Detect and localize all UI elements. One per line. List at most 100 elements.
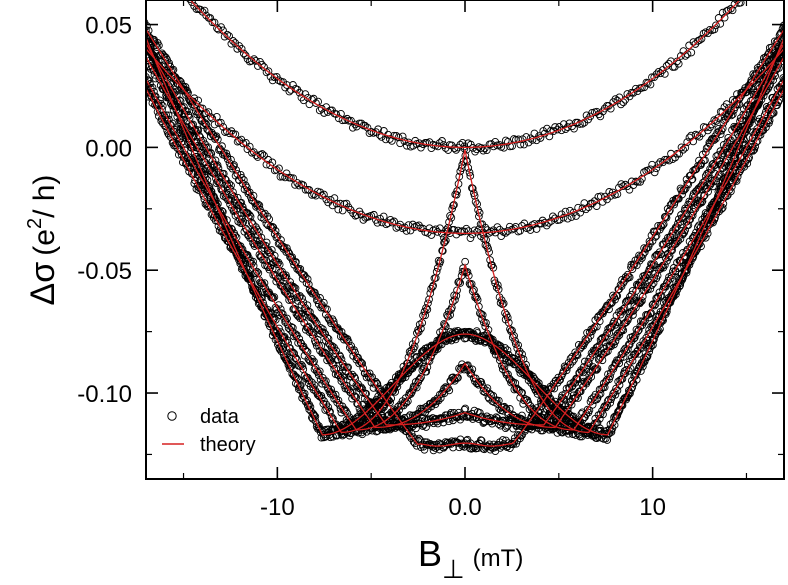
data-point — [274, 76, 283, 85]
data-point — [241, 224, 250, 233]
data-point — [607, 369, 615, 377]
data-point — [271, 272, 280, 280]
data-point — [639, 318, 648, 327]
data-point — [211, 200, 220, 208]
data-point — [289, 81, 297, 89]
data-point — [569, 430, 577, 439]
data-point — [295, 88, 304, 97]
data-point — [204, 203, 213, 211]
data-point — [318, 303, 327, 312]
data-point — [284, 247, 292, 256]
data-point — [606, 372, 614, 381]
data-point — [228, 203, 236, 212]
data-point — [722, 100, 731, 108]
data-point — [727, 182, 736, 191]
data-point — [425, 295, 433, 304]
data-point — [239, 139, 248, 148]
data-point — [596, 410, 605, 419]
data-point — [695, 36, 704, 44]
data-point — [586, 112, 595, 121]
data-point — [191, 101, 199, 110]
data-point — [456, 140, 465, 149]
data-point — [717, 126, 726, 135]
theory-curve-5 — [146, 78, 784, 431]
data-point — [139, 47, 146, 54]
data-point — [677, 274, 686, 283]
plot-background — [146, 0, 784, 479]
data-point — [465, 365, 474, 374]
data-point — [332, 395, 341, 404]
data-point — [351, 120, 360, 129]
data-point — [440, 389, 449, 398]
data-point — [315, 106, 324, 115]
data-point — [568, 381, 577, 390]
data-point — [660, 70, 669, 78]
data-point — [231, 231, 239, 240]
data-point — [420, 445, 429, 454]
x-tick-label: -10 — [260, 494, 295, 521]
data-point — [311, 317, 320, 326]
data-point — [748, 77, 756, 86]
data-point — [330, 365, 339, 373]
data-point — [332, 365, 341, 373]
data-point — [137, 33, 144, 40]
data-point — [701, 148, 710, 156]
data-point — [528, 376, 537, 385]
data-point — [223, 30, 232, 39]
data-point — [229, 188, 237, 196]
data-point — [584, 375, 593, 384]
data-point — [574, 203, 582, 212]
data-point — [673, 57, 681, 66]
data-point — [618, 325, 627, 333]
data-point — [162, 111, 171, 120]
data-point — [452, 146, 460, 154]
x-tick-label: 10 — [639, 494, 666, 521]
data-point — [332, 199, 341, 208]
data-point — [301, 345, 310, 354]
data-point — [652, 164, 661, 173]
data-point — [539, 397, 547, 405]
data-point — [312, 292, 320, 300]
data-point — [153, 43, 161, 52]
data-point — [618, 401, 627, 410]
data-point — [337, 355, 346, 364]
data-point — [501, 424, 510, 432]
data-point — [622, 318, 631, 326]
data-point — [267, 224, 276, 233]
data-point — [137, 78, 144, 85]
data-point — [225, 129, 234, 138]
data-point — [429, 281, 437, 290]
data-point — [260, 63, 268, 71]
data-point — [486, 256, 494, 264]
data-point — [501, 229, 510, 237]
data-point — [164, 60, 173, 69]
data-point — [576, 120, 584, 128]
data-point — [361, 121, 369, 130]
data-point — [775, 64, 783, 72]
data-point — [449, 438, 458, 447]
data-point — [730, 141, 739, 150]
data-point — [687, 48, 696, 57]
data-point — [283, 81, 291, 89]
y-axis-unit-sup: 2 — [24, 218, 46, 229]
data-point — [468, 444, 477, 453]
data-point — [632, 375, 641, 384]
data-point — [589, 325, 598, 333]
data-point — [480, 384, 488, 393]
data-point — [281, 316, 290, 325]
data-point — [628, 265, 637, 274]
data-point — [146, 28, 147, 33]
data-point — [298, 343, 307, 351]
data-point — [237, 44, 246, 53]
data-point — [247, 218, 256, 227]
data-point — [150, 55, 159, 63]
data-point — [281, 288, 290, 297]
data-point — [220, 230, 229, 239]
data-point — [320, 348, 329, 357]
data-point — [286, 363, 294, 372]
data-point — [375, 131, 384, 139]
data-point — [376, 388, 385, 396]
theory-curve-8 — [146, 28, 784, 447]
data-point — [195, 110, 204, 119]
data-point — [304, 323, 312, 332]
